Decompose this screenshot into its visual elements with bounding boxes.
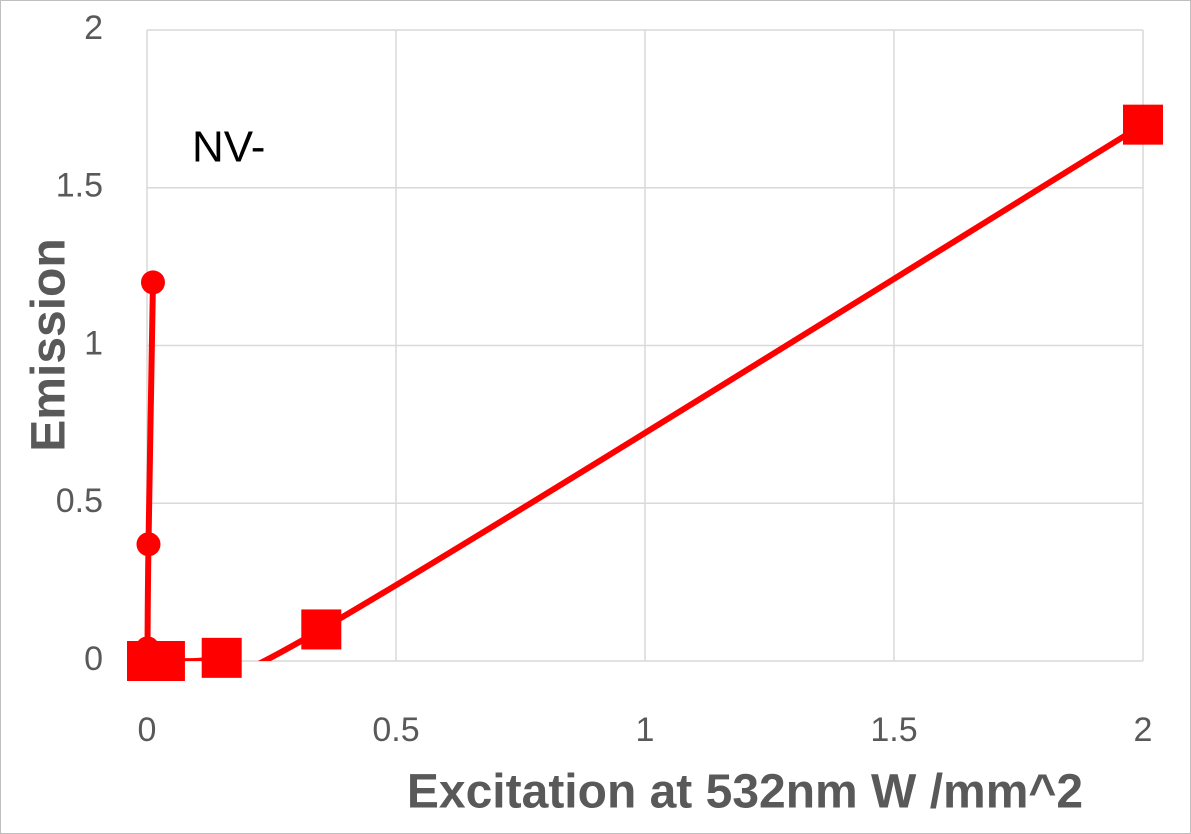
annotation: NV-	[192, 123, 265, 172]
x-axis-title: Excitation at 532nm W /mm^2	[407, 766, 1083, 819]
y-axis-title: Emission	[23, 238, 76, 451]
y-tick-label: 1	[84, 324, 103, 362]
series-line	[144, 282, 156, 649]
marker	[144, 641, 185, 681]
marker	[201, 637, 242, 678]
marker	[301, 609, 342, 650]
x-tick-label: 2	[1134, 711, 1153, 749]
marker	[140, 270, 165, 295]
x-tick-label: 0.5	[372, 711, 419, 749]
x-tick-label: 1	[636, 711, 655, 749]
y-tick-label: 0	[84, 640, 103, 678]
x-tick-label: 0	[138, 711, 157, 749]
marker	[136, 532, 161, 557]
marker	[1123, 104, 1163, 145]
y-tick-label: 0.5	[56, 482, 103, 520]
x-tick-label: 1.5	[870, 711, 917, 749]
y-tick-label: 1.5	[56, 167, 103, 205]
y-tick-label: 2	[84, 9, 103, 47]
